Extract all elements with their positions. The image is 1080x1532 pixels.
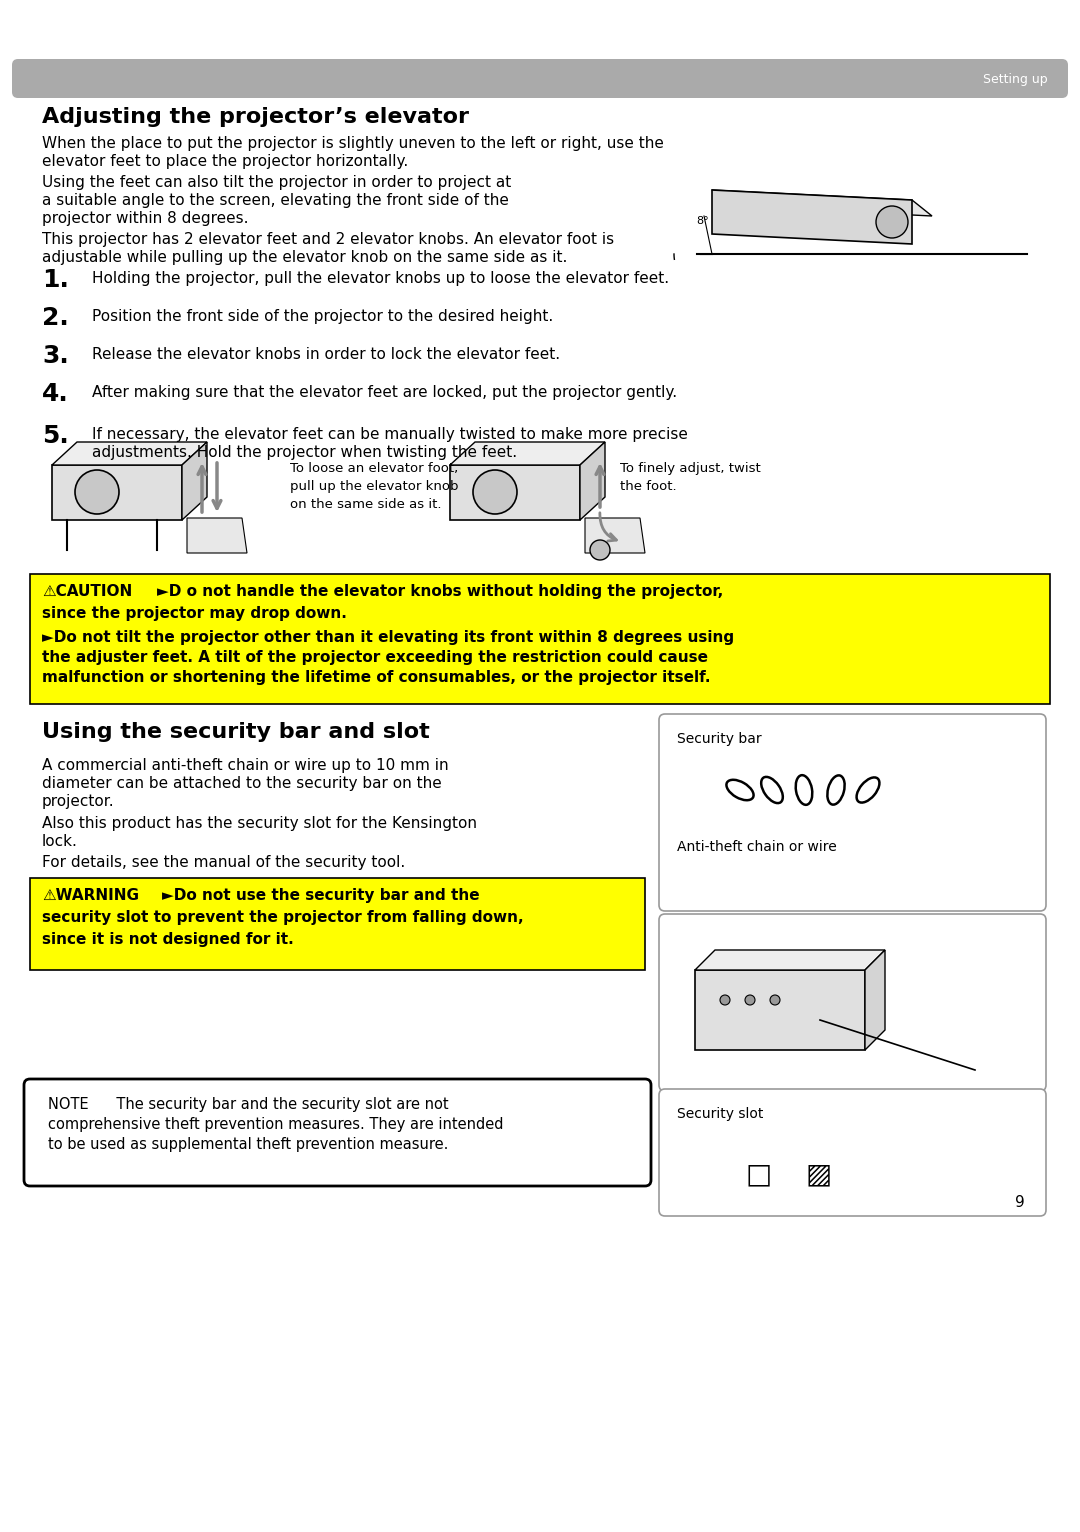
FancyBboxPatch shape xyxy=(659,1089,1047,1216)
Text: 3.: 3. xyxy=(42,345,69,368)
Text: lock.: lock. xyxy=(42,833,78,849)
Text: 5.: 5. xyxy=(42,424,69,447)
Polygon shape xyxy=(696,950,885,970)
Polygon shape xyxy=(712,190,912,244)
Text: If necessary, the elevator feet can be manually twisted to make more precise: If necessary, the elevator feet can be m… xyxy=(92,427,688,443)
Text: adjustable while pulling up the elevator knob on the same side as it.: adjustable while pulling up the elevator… xyxy=(42,250,567,265)
Text: to be used as supplemental theft prevention measure.: to be used as supplemental theft prevent… xyxy=(48,1137,448,1152)
FancyBboxPatch shape xyxy=(24,1079,651,1186)
Text: ⚠WARNING: ⚠WARNING xyxy=(42,889,139,902)
Circle shape xyxy=(876,205,908,237)
Text: the adjuster feet. A tilt of the projector exceeding the restriction could cause: the adjuster feet. A tilt of the project… xyxy=(42,650,708,665)
Text: projector within 8 degrees.: projector within 8 degrees. xyxy=(42,211,248,227)
Text: When the place to put the projector is slightly uneven to the left or right, use: When the place to put the projector is s… xyxy=(42,136,664,152)
Text: ►Do not use the security bar and the: ►Do not use the security bar and the xyxy=(162,889,480,902)
FancyBboxPatch shape xyxy=(12,60,1068,98)
FancyBboxPatch shape xyxy=(659,714,1047,912)
Text: 2.: 2. xyxy=(42,306,69,329)
Text: Adjusting the projector’s elevator: Adjusting the projector’s elevator xyxy=(42,107,469,127)
Text: security slot to prevent the projector from falling down,: security slot to prevent the projector f… xyxy=(42,910,524,925)
Polygon shape xyxy=(52,466,183,519)
Text: 4.: 4. xyxy=(42,381,69,406)
Text: Using the feet can also tilt the projector in order to project at: Using the feet can also tilt the project… xyxy=(42,175,511,190)
Text: Security bar: Security bar xyxy=(677,732,761,746)
Text: a suitable angle to the screen, elevating the front side of the: a suitable angle to the screen, elevatin… xyxy=(42,193,509,208)
Text: Setting up: Setting up xyxy=(984,74,1048,86)
FancyBboxPatch shape xyxy=(30,574,1050,705)
Text: pull up the elevator knob: pull up the elevator knob xyxy=(291,480,459,493)
Text: For details, see the manual of the security tool.: For details, see the manual of the secur… xyxy=(42,855,405,870)
Text: Holding the projector, pull the elevator knobs up to loose the elevator feet.: Holding the projector, pull the elevator… xyxy=(92,271,670,286)
Polygon shape xyxy=(450,466,580,519)
Text: 9: 9 xyxy=(1015,1195,1025,1210)
Text: ►Do not tilt the projector other than it elevating its front within 8 degrees us: ►Do not tilt the projector other than it… xyxy=(42,630,734,645)
Circle shape xyxy=(770,994,780,1005)
Text: Security slot: Security slot xyxy=(677,1108,764,1121)
Text: A commercial anti-theft chain or wire up to 10 mm in: A commercial anti-theft chain or wire up… xyxy=(42,758,448,774)
Text: 8°: 8° xyxy=(696,216,708,227)
Text: □: □ xyxy=(745,1160,771,1187)
Text: Release the elevator knobs in order to lock the elevator feet.: Release the elevator knobs in order to l… xyxy=(92,348,561,362)
Circle shape xyxy=(745,994,755,1005)
Polygon shape xyxy=(865,950,885,1049)
Text: malfunction or shortening the lifetime of consumables, or the projector itself.: malfunction or shortening the lifetime o… xyxy=(42,669,711,685)
Polygon shape xyxy=(580,443,605,519)
Text: since it is not designed for it.: since it is not designed for it. xyxy=(42,931,294,947)
Text: Using the security bar and slot: Using the security bar and slot xyxy=(42,722,430,741)
Text: ►D o not handle the elevator knobs without holding the projector,: ►D o not handle the elevator knobs witho… xyxy=(157,584,724,599)
FancyBboxPatch shape xyxy=(30,878,645,970)
Polygon shape xyxy=(696,970,865,1049)
Polygon shape xyxy=(52,443,207,466)
Text: Also this product has the security slot for the Kensington: Also this product has the security slot … xyxy=(42,817,477,830)
Text: NOTE      The security bar and the security slot are not: NOTE The security bar and the security s… xyxy=(48,1097,448,1112)
Polygon shape xyxy=(585,518,645,553)
Text: projector.: projector. xyxy=(42,794,114,809)
FancyBboxPatch shape xyxy=(659,915,1047,1091)
Polygon shape xyxy=(450,443,605,466)
Text: ▨: ▨ xyxy=(805,1160,832,1187)
Circle shape xyxy=(590,539,610,561)
Text: on the same side as it.: on the same side as it. xyxy=(291,498,442,512)
Polygon shape xyxy=(183,443,207,519)
Polygon shape xyxy=(712,190,932,216)
Text: To finely adjust, twist: To finely adjust, twist xyxy=(620,463,760,475)
Text: After making sure that the elevator feet are locked, put the projector gently.: After making sure that the elevator feet… xyxy=(92,385,677,400)
Circle shape xyxy=(720,994,730,1005)
Text: elevator feet to place the projector horizontally.: elevator feet to place the projector hor… xyxy=(42,155,408,169)
Text: comprehensive theft prevention measures. They are intended: comprehensive theft prevention measures.… xyxy=(48,1117,503,1132)
Text: Position the front side of the projector to the desired height.: Position the front side of the projector… xyxy=(92,309,553,323)
Circle shape xyxy=(473,470,517,515)
Circle shape xyxy=(75,470,119,515)
Text: 1.: 1. xyxy=(42,268,69,293)
Text: diameter can be attached to the security bar on the: diameter can be attached to the security… xyxy=(42,777,442,791)
Text: ⚠CAUTION: ⚠CAUTION xyxy=(42,584,132,599)
Text: adjustments. Hold the projector when twisting the feet.: adjustments. Hold the projector when twi… xyxy=(92,444,517,460)
Text: To loose an elevator foot,: To loose an elevator foot, xyxy=(291,463,458,475)
Text: the foot.: the foot. xyxy=(620,480,677,493)
Text: Anti-theft chain or wire: Anti-theft chain or wire xyxy=(677,840,837,853)
Polygon shape xyxy=(187,518,247,553)
Text: since the projector may drop down.: since the projector may drop down. xyxy=(42,607,347,620)
Text: This projector has 2 elevator feet and 2 elevator knobs. An elevator foot is: This projector has 2 elevator feet and 2… xyxy=(42,231,615,247)
